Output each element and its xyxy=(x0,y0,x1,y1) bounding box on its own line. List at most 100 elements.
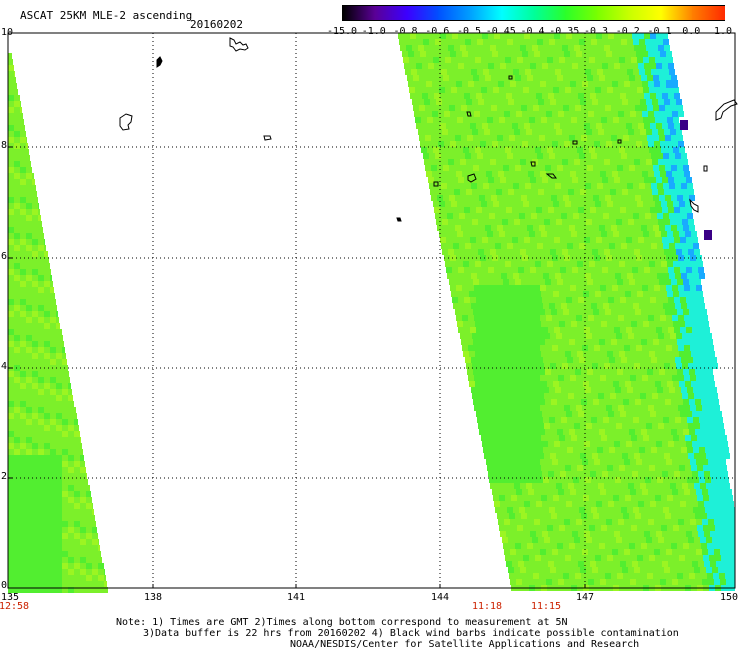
swath-cell xyxy=(513,213,519,219)
swath-cell xyxy=(685,321,691,327)
swath-cell xyxy=(603,153,609,159)
swath-cell xyxy=(676,537,682,543)
swath-cell xyxy=(576,405,582,411)
swath-cell xyxy=(614,531,620,537)
swath-cell xyxy=(542,267,548,273)
swath-cell xyxy=(588,171,594,177)
swath-cell xyxy=(509,429,515,435)
swath-cell xyxy=(677,165,683,171)
swath-cell xyxy=(510,345,516,351)
swath-cell xyxy=(528,141,534,147)
swath-cell xyxy=(667,261,673,267)
swath-cell xyxy=(92,521,96,527)
swath-cell xyxy=(26,449,32,455)
swath-cell xyxy=(462,51,468,57)
swath-cell xyxy=(589,231,595,237)
swath-cell xyxy=(488,237,494,243)
swath-cell xyxy=(646,393,652,399)
swath-cell xyxy=(38,299,44,305)
swath-cell xyxy=(8,185,14,191)
swath-cell xyxy=(20,473,26,479)
swath-cell xyxy=(498,171,504,177)
swath-cell xyxy=(648,171,654,177)
swath-cell xyxy=(462,171,468,177)
swath-cell xyxy=(20,161,26,167)
swath-cell xyxy=(496,189,502,195)
swath-cell xyxy=(580,483,586,489)
swath-cell xyxy=(575,339,581,345)
swath-cell xyxy=(681,273,687,279)
swath-cell xyxy=(44,383,50,389)
swath-cell xyxy=(587,543,593,549)
swath-cell xyxy=(557,279,563,285)
swath-cell xyxy=(610,363,616,369)
swath-cell xyxy=(540,171,546,177)
swath-cell xyxy=(532,363,538,369)
swath-cell xyxy=(549,213,555,219)
swath-cell xyxy=(656,267,662,273)
swath-cell xyxy=(626,267,632,273)
swath-cell xyxy=(490,333,496,339)
swath-cell xyxy=(491,75,497,81)
swath-cell xyxy=(625,435,631,441)
swath-cell xyxy=(535,117,541,123)
swath-cell xyxy=(32,371,38,377)
swath-cell xyxy=(632,267,638,273)
swath-cell xyxy=(629,309,635,315)
swath-cell xyxy=(32,569,38,575)
swath-cell xyxy=(583,321,589,327)
swath-cell xyxy=(494,93,500,99)
swath-cell xyxy=(495,357,501,363)
swath-cell xyxy=(527,543,533,549)
swath-cell xyxy=(526,99,532,105)
swath-cell xyxy=(556,393,562,399)
swath-cell xyxy=(68,383,71,389)
swath-cell xyxy=(551,135,557,141)
swath-cell xyxy=(524,123,530,129)
swath-cell xyxy=(658,363,664,369)
swath-cell xyxy=(608,63,614,69)
swath-cell xyxy=(675,303,681,309)
swath-cell xyxy=(434,207,440,213)
swath-cell xyxy=(494,297,500,303)
swath-cell xyxy=(570,579,576,585)
swath-cell xyxy=(50,443,56,449)
swath-cell xyxy=(14,581,20,587)
swath-cell xyxy=(32,545,38,551)
colorbar-segment xyxy=(628,6,661,20)
swath-cell xyxy=(518,267,524,273)
swath-cell xyxy=(653,429,659,435)
swath-cell xyxy=(594,459,600,465)
swath-cell xyxy=(643,495,649,501)
swath-cell xyxy=(80,563,86,569)
swath-cell xyxy=(468,375,474,381)
swath-cell xyxy=(698,501,704,507)
swath-cell xyxy=(26,581,32,587)
swath-cell xyxy=(493,117,499,123)
swath-cell xyxy=(92,545,98,551)
swath-cell xyxy=(624,111,630,117)
swath-cell xyxy=(615,447,621,453)
swath-cell xyxy=(446,177,452,183)
swath-cell xyxy=(718,483,724,489)
swath-cell xyxy=(691,525,697,531)
swath-cell xyxy=(476,411,482,417)
swath-cell xyxy=(447,243,453,249)
swath-cell xyxy=(650,93,656,99)
swath-cell xyxy=(595,201,601,207)
swath-cell xyxy=(594,405,600,411)
swath-cell xyxy=(697,261,703,267)
swath-cell xyxy=(648,111,654,117)
swath-cell xyxy=(589,87,595,93)
swath-cell xyxy=(56,449,62,455)
swath-cell xyxy=(704,230,712,240)
swath-cell xyxy=(592,159,598,165)
swath-cell xyxy=(26,275,32,281)
swath-cell xyxy=(643,261,649,267)
swath-cell xyxy=(488,327,494,333)
swath-cell xyxy=(552,315,558,321)
swath-cell xyxy=(599,429,605,435)
swath-cell xyxy=(565,147,571,153)
swath-cell xyxy=(623,279,629,285)
swath-cell xyxy=(505,465,511,471)
